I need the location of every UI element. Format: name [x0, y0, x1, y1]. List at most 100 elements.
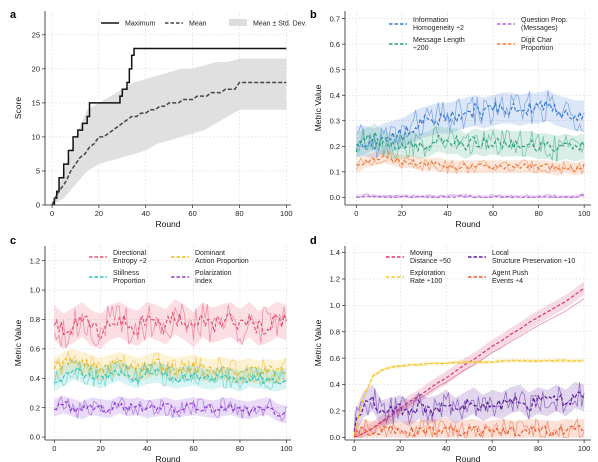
- legend-label-line: Question Prop.: [521, 17, 568, 24]
- series-mean-line: [353, 360, 585, 435]
- legend-label-line: Message Length: [413, 37, 465, 44]
- legend-label: Local Structure Preservation ÷10: [492, 250, 575, 265]
- legend-label: Dominant Action Proportion: [195, 250, 249, 265]
- x-tick-label: 60: [188, 209, 196, 218]
- y-tick-label: 0.4: [330, 91, 340, 100]
- legend-label: Maximum: [125, 21, 156, 28]
- series-mean-line: [53, 355, 287, 378]
- legend-label: Exploration Rate ÷100: [410, 270, 445, 285]
- series-raw-line: [356, 125, 585, 163]
- x-tick-label: 0: [354, 209, 358, 218]
- y-tick-label: 0.8: [330, 327, 340, 336]
- legend-label-line: Proportion: [521, 45, 553, 52]
- x-axis-label: Round: [455, 219, 480, 229]
- series-band: [356, 90, 585, 160]
- legend-label: Digit Char Proportion: [521, 37, 553, 52]
- y-tick-label: 10: [32, 133, 40, 142]
- series-mean-line: [355, 130, 585, 153]
- legend-item: Exploration Rate ÷100: [386, 270, 445, 285]
- series-mean-line: [54, 366, 287, 385]
- y-axis-label: Metric Value: [313, 84, 323, 131]
- series-mean-line: [353, 391, 585, 432]
- x-tick-label: 0: [352, 444, 356, 453]
- x-tick-label: 100: [578, 209, 591, 218]
- x-tick-label: 20: [398, 209, 406, 218]
- plot-area: [355, 90, 585, 198]
- series-mean-line: [353, 424, 585, 438]
- y-tick-label: 0.6: [330, 40, 340, 49]
- legend-item: Mean ± Std. Dev.: [229, 19, 307, 28]
- panel-a: a 0 20 40 60 80 100 0 5 10 15 20 25 Round Score Maximum…: [10, 9, 307, 229]
- y-tick-label: 0.4: [330, 380, 340, 389]
- legend-item: Mean: [165, 21, 207, 28]
- legend-label-line: ÷200: [413, 45, 429, 52]
- mean-line: [51, 81, 287, 205]
- y-tick-label: 0.3: [330, 116, 340, 125]
- x-tick-label: 100: [280, 209, 293, 218]
- legend-label-line: Stillness: [113, 270, 140, 277]
- legend-item: Dominant Action Proportion: [171, 250, 249, 265]
- x-axis-label: Round: [455, 454, 480, 462]
- x-tick-label: 20: [95, 209, 103, 218]
- series-raw-line: [356, 150, 585, 175]
- series-band: [356, 123, 585, 162]
- legend-item: Message Length ÷200: [389, 37, 465, 52]
- y-tick-label: 0.0: [330, 433, 340, 442]
- legend-label-line: Index: [195, 278, 213, 285]
- legend-label: Directional Entropy ÷2: [113, 250, 147, 265]
- y-tick-label: 1.0: [330, 301, 340, 310]
- series-mean-line: [356, 154, 585, 173]
- x-tick-label: 20: [396, 444, 404, 453]
- plot-area: [51, 47, 287, 205]
- x-tick-label: 40: [142, 209, 150, 218]
- x-tick-label: 40: [143, 444, 151, 453]
- legend-item: Polarization Index: [171, 270, 232, 285]
- legend-label-line: Structure Preservation ÷10: [492, 258, 575, 265]
- legend-label: Stillness Proportion: [113, 270, 145, 285]
- y-tick-label: 1.4: [330, 248, 340, 257]
- panel-label: a: [10, 9, 17, 21]
- std-dev-band: [52, 58, 287, 205]
- legend: Maximum Mean Mean ± Std. Dev.: [101, 19, 307, 28]
- series-band: [354, 381, 585, 438]
- y-tick-label: 1.2: [30, 256, 40, 265]
- legend-label-line: Directional: [113, 250, 147, 257]
- legend-label: Mean: [189, 21, 207, 28]
- series-raw-line: [356, 90, 585, 159]
- y-tick-label: 0.0: [330, 193, 340, 202]
- x-axis-label: Round: [155, 454, 180, 462]
- y-tick-label: 25: [32, 30, 40, 39]
- plot-area: [353, 281, 585, 439]
- legend-item: Maximum: [101, 21, 156, 28]
- y-tick-label: 5: [36, 167, 40, 176]
- legend-label: Moving Distance ÷50: [410, 250, 451, 265]
- maximum-line: [52, 47, 287, 205]
- legend-label-line: Information: [413, 17, 448, 24]
- x-tick-label: 40: [442, 444, 450, 453]
- legend-label-line: Polarization: [195, 270, 232, 277]
- legend-label-line: Dominant: [195, 250, 225, 257]
- legend-label: Question Prop. (Messages): [521, 17, 568, 32]
- panel-label: d: [310, 235, 317, 247]
- y-tick-label: 0.2: [330, 142, 340, 151]
- legend-label-line: Homogeneity ÷2: [413, 25, 464, 32]
- x-tick-label: 60: [489, 209, 497, 218]
- legend: Information Homogeneity ÷2 Question Prop.(…: [389, 17, 568, 52]
- x-tick-label: 0: [50, 209, 54, 218]
- legend-label-line: Digit Char: [521, 37, 553, 44]
- x-axis-label: Round: [155, 219, 180, 229]
- series-mean-line: [356, 99, 585, 150]
- y-tick-label: 0.0: [30, 433, 40, 442]
- legend-item: Question Prop. (Messages): [497, 17, 568, 32]
- panel-label: b: [310, 9, 317, 21]
- legend-label-line: Moving: [410, 250, 433, 257]
- legend-item: Local Structure Preservation ÷10: [468, 250, 575, 265]
- x-tick-label: 80: [534, 444, 542, 453]
- y-tick-label: 0.7: [330, 14, 340, 23]
- legend-label-line: Exploration: [410, 270, 445, 277]
- series-raw-line: [54, 395, 287, 422]
- x-tick-label: 100: [578, 444, 591, 453]
- series-mean-line: [356, 194, 585, 198]
- legend: Directional Entropy ÷2 Dominant Action Prop…: [89, 250, 249, 285]
